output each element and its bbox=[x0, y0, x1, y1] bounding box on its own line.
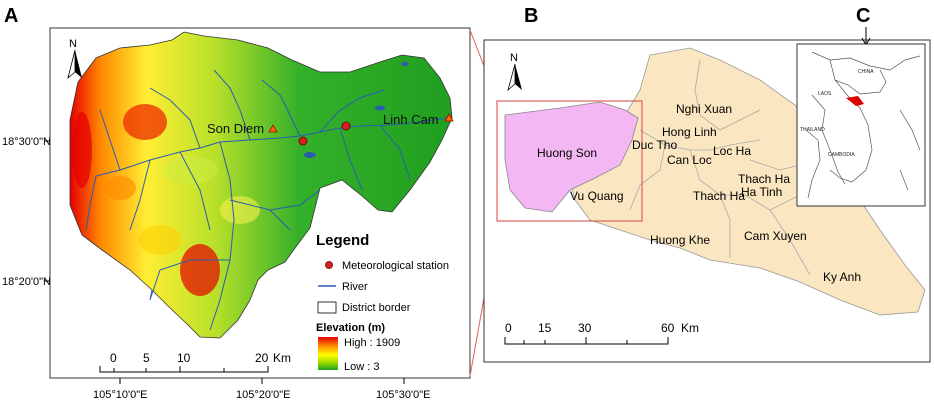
panel-b-label: B bbox=[524, 5, 538, 27]
district-label: Huong Son bbox=[537, 146, 597, 160]
district-label: Can Loc bbox=[667, 153, 712, 167]
legend-item-border: District border bbox=[342, 302, 411, 314]
meteorological-stations bbox=[268, 113, 454, 146]
north-arrow-a: N bbox=[67, 38, 82, 80]
station-dot bbox=[341, 121, 351, 131]
lat-label: 18°20'0"N bbox=[2, 276, 51, 288]
scale-tick: 0 bbox=[110, 351, 117, 365]
zoom-frame bbox=[496, 100, 643, 222]
river-network bbox=[85, 69, 449, 331]
north-label-a: N bbox=[69, 38, 77, 50]
lon-label: 105°10'0"E bbox=[93, 389, 147, 401]
elevation-ramp bbox=[318, 337, 338, 370]
country-label: THAILAND bbox=[800, 127, 825, 133]
province-map bbox=[504, 47, 926, 316]
legend-item-station: Meteorological station bbox=[342, 260, 449, 272]
scale-tick: 15 bbox=[538, 321, 552, 335]
panel-a-label: A bbox=[4, 5, 18, 27]
inset-highlight bbox=[846, 96, 864, 106]
country-label: LAOS bbox=[818, 91, 832, 97]
scale-tick: 20 bbox=[255, 351, 269, 365]
elevation-title: Elevation (m) bbox=[316, 322, 385, 334]
scale-bar-b: 0 15 30 60 Km bbox=[504, 321, 699, 345]
legend-border-symbol bbox=[317, 301, 337, 314]
district-label: Cam Xuyen bbox=[744, 229, 807, 243]
catchment-terrain bbox=[69, 31, 453, 339]
scale-tick: 30 bbox=[578, 321, 592, 335]
lon-label: 105°30'0"E bbox=[376, 389, 430, 401]
legend-item-river: River bbox=[342, 281, 368, 293]
district-label: Nghi Xuan bbox=[676, 102, 732, 116]
district-label: Thach Ha bbox=[738, 172, 790, 186]
country-label: CHINA bbox=[858, 69, 874, 75]
panel-c-label: C bbox=[856, 5, 870, 27]
scale-tick: 0 bbox=[505, 321, 512, 335]
station-triangle bbox=[444, 113, 454, 122]
north-arrow-b: N bbox=[507, 52, 522, 92]
legend: Legend Meteorological station River Dist… bbox=[316, 232, 449, 373]
district-label: Vu Quang bbox=[570, 189, 624, 203]
huong-son-district bbox=[504, 101, 639, 213]
station-triangle bbox=[268, 124, 278, 133]
scale-tick: 10 bbox=[177, 351, 191, 365]
station-label-linh-cam: Linh Cam bbox=[383, 112, 439, 127]
inset-map-lines bbox=[805, 51, 921, 199]
station-label-son-diem: Son Diem bbox=[207, 121, 264, 136]
station-dot bbox=[298, 136, 308, 146]
district-label: Loc Ha bbox=[713, 144, 751, 158]
north-label-b: N bbox=[510, 52, 518, 64]
district-label: Ky Anh bbox=[823, 270, 861, 284]
scale-bar-a: 0 5 10 20 Km bbox=[99, 351, 291, 373]
district-label: Hong Linh bbox=[662, 125, 717, 139]
district-label: Ha Tinh bbox=[741, 185, 782, 199]
scale-tick: 5 bbox=[143, 351, 150, 365]
lake bbox=[375, 105, 385, 111]
scale-tick: 60 bbox=[661, 321, 675, 335]
elevation-low: Low : 3 bbox=[344, 361, 379, 373]
scale-unit: Km bbox=[273, 351, 291, 365]
lake bbox=[304, 152, 316, 158]
district-label: Thach Ha bbox=[693, 189, 745, 203]
legend-title: Legend bbox=[316, 232, 369, 249]
lat-label: 18°30'0"N bbox=[2, 136, 51, 148]
district-label: Duc Tho bbox=[632, 138, 677, 152]
legend-station-symbol bbox=[325, 261, 333, 269]
country-label: CAMBODIA bbox=[828, 152, 855, 158]
elevation-high: High : 1909 bbox=[344, 337, 400, 349]
district-label: Huong Khe bbox=[650, 233, 710, 247]
scale-unit: Km bbox=[681, 321, 699, 335]
lake bbox=[401, 62, 409, 66]
lon-label: 105°20'0"E bbox=[236, 389, 290, 401]
